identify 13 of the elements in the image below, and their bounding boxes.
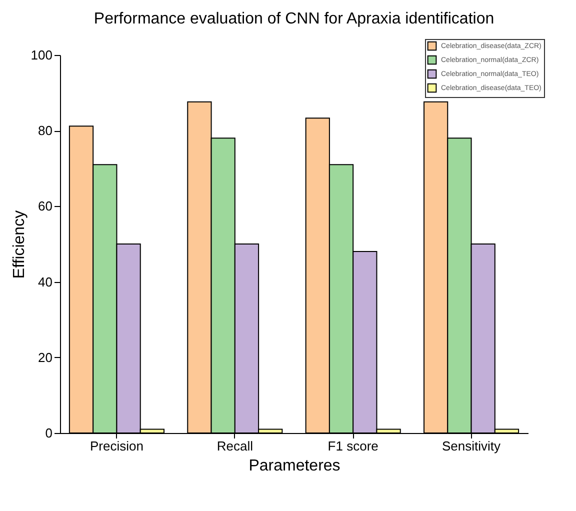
y-tick-label: 0 <box>45 426 52 440</box>
x-tick-label: Precision <box>90 438 144 454</box>
x-tick-label: Sensitivity <box>442 438 502 454</box>
y-axis-title: Efficiency <box>10 210 28 279</box>
x-axis-title: Parameteres <box>248 458 340 474</box>
y-tick-label: 60 <box>38 198 52 214</box>
chart-title: Performance evaluation of CNN for Apraxia identification <box>94 10 494 28</box>
y-tick-label: 100 <box>30 48 52 62</box>
x-tick-label: F1 score <box>328 438 378 454</box>
y-tick-label: 80 <box>38 123 52 138</box>
x-tick-label: Recall <box>216 438 254 454</box>
y-tick-label: 40 <box>38 274 52 290</box>
y-tick-label: 20 <box>38 350 52 365</box>
